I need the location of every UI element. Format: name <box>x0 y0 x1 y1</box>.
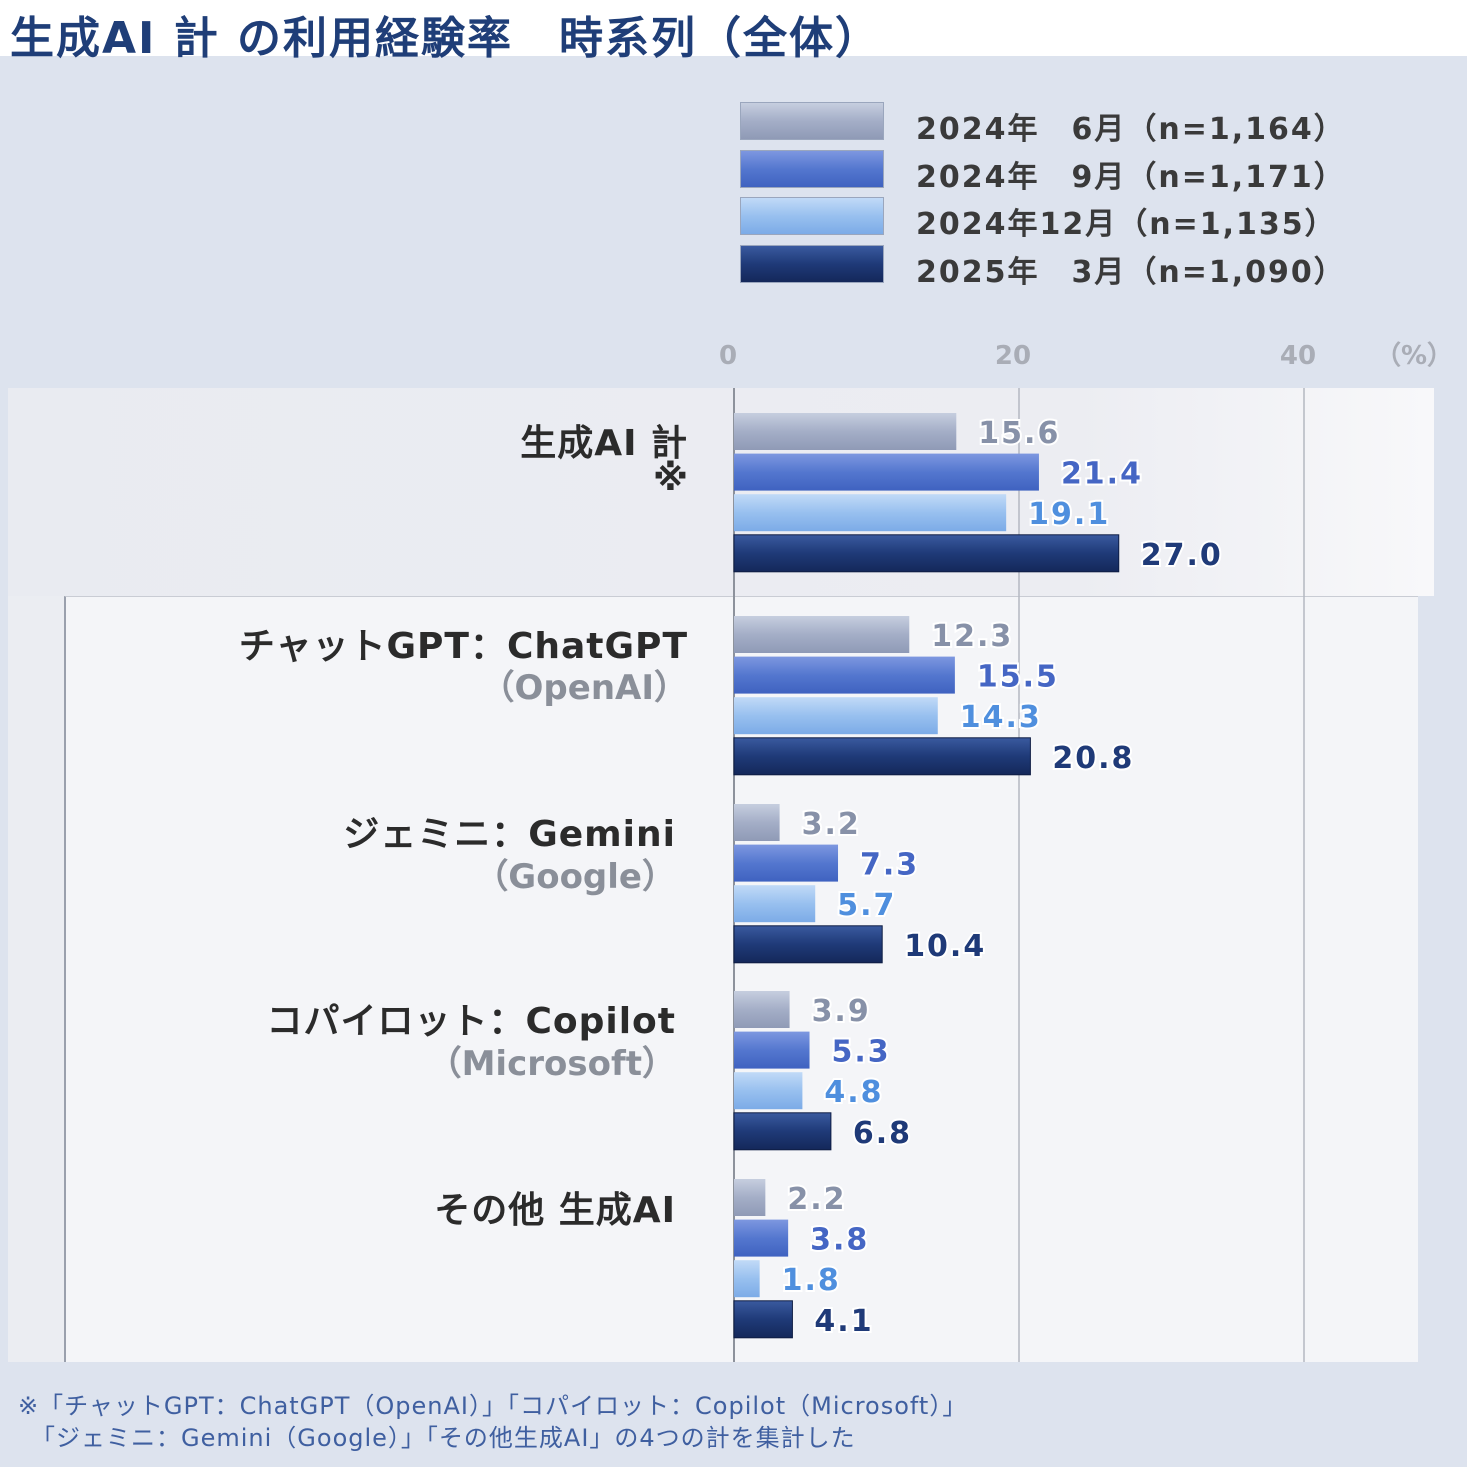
bar-2-3 <box>733 925 883 964</box>
footnote-line-1: ※「チャットGPT：ChatGPT（OpenAI）」「コパイロット：Copilo… <box>18 1392 968 1420</box>
bar-3-0 <box>734 991 790 1028</box>
category-label: チャットGPT：ChatGPT <box>238 626 688 667</box>
legend-swatch <box>740 149 884 188</box>
bar-3-3 <box>733 1112 832 1151</box>
category-sublabel: ※ <box>653 458 688 499</box>
bar-value-label: 10.4 <box>904 929 986 964</box>
bar-4-1 <box>734 1219 789 1257</box>
bar-2-2 <box>734 885 816 923</box>
category-label: ジェミニ：Gemini <box>343 814 676 855</box>
chart-title: 生成AI 計 の利用経験率 時系列（全体） <box>10 13 882 64</box>
bar-value-label: 21.4 <box>1061 457 1143 492</box>
bar-value-label: 1.8 <box>782 1263 841 1298</box>
bar-1-3 <box>733 737 1031 776</box>
bar-0-3 <box>733 534 1120 573</box>
bar-value-label: 7.3 <box>860 848 919 883</box>
x-tick-label-40: 40 <box>1280 341 1316 371</box>
legend-item: 2024年12月（n=1,135） <box>740 197 1440 242</box>
bar-value-label: 5.7 <box>837 888 896 923</box>
bar-0-2 <box>734 494 1007 532</box>
bar-value-label: 15.6 <box>978 416 1060 451</box>
bar-3-2 <box>734 1072 803 1110</box>
bar-1-2 <box>734 697 938 735</box>
bar-value-label: 4.8 <box>824 1075 883 1110</box>
legend-label: 2024年 6月（n=1,164） <box>916 112 1346 147</box>
bar-4-3 <box>733 1300 793 1339</box>
legend-swatch <box>740 244 884 283</box>
bar-value-label: 15.5 <box>977 660 1059 695</box>
category-label: 生成AI 計 <box>520 423 688 464</box>
legend-label: 2025年 3月（n=1,090） <box>916 254 1346 290</box>
legend-swatch <box>740 102 884 140</box>
bar-value-label: 12.3 <box>931 619 1013 654</box>
legend-item: 2024年 9月（n=1,171） <box>740 149 1440 195</box>
bar-2-0 <box>734 804 780 841</box>
footnote-line-2: 「ジェミニ：Gemini（Google）」「その他生成AI」の4つの計を集計した <box>18 1424 856 1452</box>
category-label: コパイロット：Copilot <box>266 1001 676 1042</box>
bar-value-label: 19.1 <box>1028 497 1110 532</box>
category-label: その他 生成AI <box>434 1190 676 1231</box>
bar-value-label: 27.0 <box>1141 538 1223 573</box>
bar-value-label: 3.9 <box>812 994 871 1029</box>
bar-3-1 <box>734 1031 810 1069</box>
bar-0-1 <box>734 453 1039 491</box>
bar-value-label: 4.1 <box>814 1304 873 1339</box>
bar-0-0 <box>734 413 957 450</box>
bar-1-0 <box>734 616 910 653</box>
x-axis-unit: （%） <box>1375 341 1453 371</box>
category-sublabel: （OpenAI） <box>480 668 688 708</box>
title-bar: 生成AI 計 の利用経験率 時系列（全体） <box>0 0 1467 64</box>
bar-4-2 <box>734 1260 760 1298</box>
bar-value-label: 3.2 <box>802 807 861 842</box>
bar-value-label: 5.3 <box>832 1035 891 1070</box>
bars <box>733 413 1120 1339</box>
bar-value-label: 2.2 <box>787 1182 846 1217</box>
bar-1-1 <box>734 656 955 694</box>
bar-4-0 <box>734 1179 766 1216</box>
bar-value-label: 6.8 <box>853 1116 912 1151</box>
legend-item: 2025年 3月（n=1,090） <box>740 244 1440 290</box>
bar-value-label: 3.8 <box>810 1223 869 1258</box>
category-sublabel: （Microsoft） <box>427 1044 676 1084</box>
category-sublabel: （Google） <box>474 857 676 897</box>
x-tick-label-0: 0 <box>719 341 737 371</box>
panel-total <box>8 388 1434 596</box>
x-tick-label-20: 20 <box>995 341 1031 371</box>
x-axis-ticks: 0 20 40 （%） <box>719 341 1453 371</box>
bar-2-1 <box>734 844 839 882</box>
legend-swatch <box>740 197 884 235</box>
legend-item: 2024年 6月（n=1,164） <box>740 102 1440 147</box>
bar-value-label: 14.3 <box>960 700 1042 735</box>
legend-label: 2024年 9月（n=1,171） <box>916 159 1346 195</box>
bar-value-label: 20.8 <box>1052 741 1134 776</box>
bar-value-labels: 15.621.4 19.1 27.0 12.3 15.5 14.3 20.8 3.2 7.3 5.… <box>780 414 1223 1341</box>
legend-label: 2024年12月（n=1,135） <box>916 207 1337 242</box>
